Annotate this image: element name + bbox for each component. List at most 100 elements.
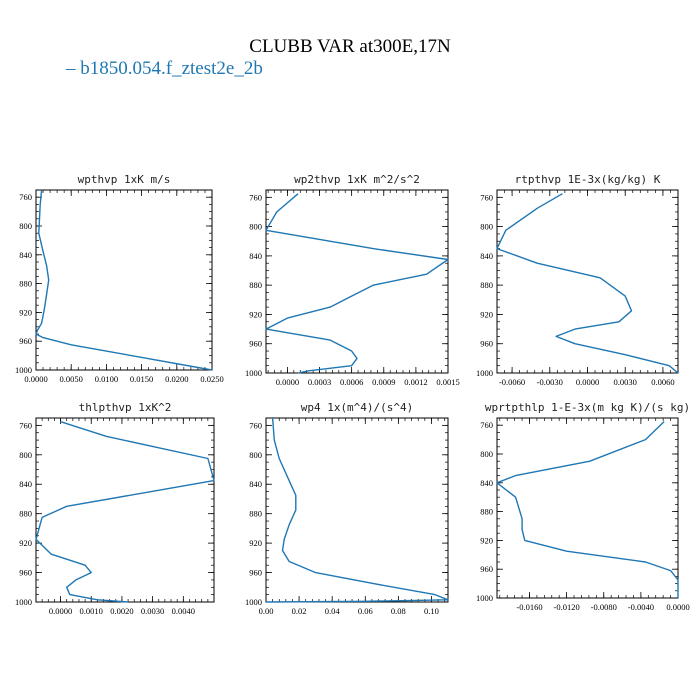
x-tick-label: 0.0009: [372, 377, 395, 387]
panel-title: thlpthvp 1xK^2: [79, 401, 172, 414]
x-tick-label: 0.0100: [95, 374, 118, 384]
legend-line-icon: –: [66, 58, 76, 79]
panel-1: wpthvp 1xK m/s76080084088092096010000.00…: [15, 173, 224, 384]
x-tick-label: 0.0040: [172, 606, 195, 616]
x-tick-label: -0.0060: [499, 377, 525, 387]
y-tick-label: 1000: [476, 368, 493, 378]
panel-title: wpthvp 1xK m/s: [78, 173, 171, 186]
x-tick-label: 0.0020: [110, 606, 133, 616]
x-tick-label: 0.0000: [666, 602, 689, 612]
y-tick-label: 840: [480, 478, 493, 488]
y-tick-label: 960: [19, 568, 32, 578]
panel-title: rtpthvp 1E-3x(kg/kg) K: [515, 173, 661, 186]
x-tick-label: 0.08: [391, 606, 406, 616]
series-line: [265, 193, 449, 374]
x-tick-label: -0.0160: [516, 602, 542, 612]
y-tick-label: 1000: [245, 597, 262, 607]
x-tick-label: 0.0015: [436, 377, 459, 387]
y-tick-label: 840: [19, 479, 32, 489]
x-tick-label: -0.0120: [554, 602, 580, 612]
legend-label: b1850.054.f_ztest2e_2b: [80, 58, 263, 79]
plot-frame: [265, 417, 449, 603]
y-tick-label: 880: [19, 509, 32, 519]
x-tick-label: -0.0080: [591, 602, 617, 612]
y-tick-label: 920: [19, 307, 32, 317]
panel-4: thlpthvp 1xK^2 760 800 840 880 920 960 1000 0.00…: [15, 401, 215, 616]
y-tick-label: 880: [480, 280, 493, 290]
x-tick-label: 0.0012: [404, 377, 427, 387]
series-line: [496, 193, 679, 374]
y-tick-label: 800: [249, 450, 262, 460]
y-tick-label: 960: [480, 339, 493, 349]
x-tick-label: 0.0060: [651, 377, 674, 387]
y-tick-label: 920: [249, 309, 262, 319]
panel-title: wprtpthlp 1-E-3x(m kg K)/(s kg): [485, 401, 690, 414]
plot-frame: [496, 417, 679, 599]
x-tick-label: 0.0000: [276, 377, 299, 387]
y-tick-label: 880: [249, 280, 262, 290]
y-tick-label: 960: [249, 568, 262, 578]
x-tick-label: 0.0050: [60, 374, 83, 384]
series-line: [35, 421, 215, 603]
panel-title: wp2thvp 1xK m^2/s^2: [294, 173, 420, 186]
x-tick-label: 0.0010: [80, 606, 103, 616]
x-tick-label: 0.0030: [614, 377, 637, 387]
x-tick-label: 0.0006: [340, 377, 363, 387]
y-tick-label: 760: [480, 420, 493, 430]
x-tick-label: 0.0150: [130, 374, 153, 384]
x-tick-label: 0.0200: [165, 374, 188, 384]
y-tick-label: 880: [249, 509, 262, 519]
x-tick-label: 0.0030: [141, 606, 164, 616]
x-tick-label: 0.0003: [308, 377, 331, 387]
y-tick-label: 920: [249, 538, 262, 548]
y-tick-label: 840: [249, 479, 262, 489]
y-tick-label: 800: [19, 450, 32, 460]
y-tick-label: 760: [249, 192, 262, 202]
panel-2: wp2thvp 1xK m^2/s^2 760 800 840 880 920 960 100…: [245, 173, 460, 387]
x-tick-label: 0.00: [259, 606, 274, 616]
legend: – b1850.054.f_ztest2e_2b: [66, 58, 263, 80]
x-tick-label: 0.0250: [200, 374, 223, 384]
y-tick-label: 960: [249, 339, 262, 349]
panel-5: wp4 1x(m^4)/(s^4)76080084088092096010000…: [245, 401, 449, 616]
x-tick-label: 0.0000: [49, 606, 72, 616]
x-tick-label: -0.0030: [537, 377, 563, 387]
y-tick-label: 760: [480, 192, 493, 202]
panel-3: rtpthvp 1E-3x(kg/kg) K 760 800 840 880 920 960…: [476, 173, 679, 387]
y-tick-label: 840: [249, 251, 262, 261]
y-tick-label: 800: [19, 221, 32, 231]
plot-frame: [35, 417, 215, 603]
x-tick-label: 0.06: [358, 606, 373, 616]
plot-frame: [35, 189, 213, 371]
y-tick-label: 1000: [15, 597, 32, 607]
y-tick-label: 800: [480, 222, 493, 232]
y-tick-label: 760: [249, 420, 262, 430]
series-line: [35, 189, 213, 371]
page-title: CLUBB VAR at300E,17N: [249, 36, 451, 57]
y-tick-label: 760: [19, 192, 32, 202]
x-tick-label: 0.04: [325, 606, 341, 616]
x-tick-label: 0.0000: [24, 374, 47, 384]
y-tick-label: 880: [19, 279, 32, 289]
x-tick-label: 0.0000: [576, 377, 599, 387]
x-tick-label: 0.02: [292, 606, 307, 616]
y-tick-label: 920: [19, 538, 32, 548]
y-tick-label: 1000: [15, 365, 32, 375]
series-line: [265, 417, 449, 603]
y-tick-label: 880: [480, 507, 493, 517]
y-tick-label: 920: [480, 309, 493, 319]
x-tick-label: -0.0040: [628, 602, 654, 612]
y-tick-label: 960: [480, 564, 493, 574]
x-tick-label: 0.10: [424, 606, 439, 616]
y-tick-label: 800: [480, 449, 493, 459]
y-tick-label: 800: [249, 222, 262, 232]
y-tick-label: 840: [19, 250, 32, 260]
panel-6: wprtpthlp 1-E-3x(m kg K)/(s kg) 760 800 840…: [476, 401, 690, 612]
y-tick-label: 840: [480, 251, 493, 261]
y-tick-label: 920: [480, 535, 493, 545]
y-tick-label: 960: [19, 336, 32, 346]
y-tick-label: 760: [19, 420, 32, 430]
y-tick-label: 1000: [476, 593, 493, 603]
series-line: [496, 421, 679, 598]
